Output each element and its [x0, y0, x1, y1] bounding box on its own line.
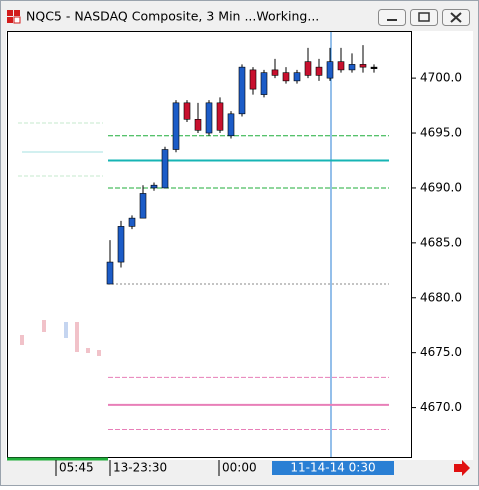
y-tick-label: 4670.0 — [420, 400, 462, 414]
minimize-button[interactable] — [378, 9, 406, 26]
candle-body — [205, 102, 213, 134]
y-tick-label: 4675.0 — [420, 345, 462, 359]
scroll-arrow[interactable] — [454, 460, 470, 476]
candle-body — [260, 72, 268, 95]
candle-body — [326, 61, 334, 79]
candle-body — [183, 102, 191, 120]
candle-body — [359, 64, 367, 68]
app-icon — [7, 10, 21, 24]
candle-body — [238, 66, 246, 115]
candle-body — [128, 217, 136, 227]
candle-body — [293, 72, 301, 82]
candle-body — [337, 61, 345, 71]
x-tick-label: 05:45 — [59, 461, 94, 475]
maximize-button[interactable] — [410, 9, 438, 26]
candle-body — [370, 66, 378, 69]
cursor-label-box — [272, 461, 394, 475]
cursor-label: 11-14-14 0:30 — [290, 461, 375, 475]
faded-history — [18, 122, 103, 356]
window-title: NQC5 - NASDAQ Composite, 3 Min ...Workin… — [26, 9, 319, 24]
candle-body — [106, 261, 114, 285]
candle-body — [282, 72, 290, 82]
candle-body — [271, 69, 279, 76]
candle-body — [161, 149, 169, 189]
x-tick-label: 13-23:30 — [113, 461, 167, 475]
y-tick-label: 4690.0 — [420, 180, 462, 194]
x-tick-label: 00:00 — [222, 461, 257, 475]
candle-body — [304, 61, 312, 76]
candle-body — [139, 193, 147, 219]
candle-body — [194, 119, 202, 131]
y-tick-label: 4700.0 — [420, 71, 462, 85]
candle-body — [315, 66, 323, 76]
candle-body — [348, 64, 356, 71]
plot-border — [7, 31, 412, 458]
candle-body — [117, 226, 125, 263]
candle-body — [249, 69, 257, 90]
candle-body — [150, 184, 158, 189]
candle-body — [172, 102, 180, 150]
y-tick-label: 4695.0 — [420, 126, 462, 140]
y-tick-label: 4685.0 — [420, 235, 462, 249]
candle-body — [227, 113, 235, 137]
close-button[interactable] — [442, 9, 470, 26]
y-tick-label: 4680.0 — [420, 290, 462, 304]
candle-body — [216, 102, 224, 131]
